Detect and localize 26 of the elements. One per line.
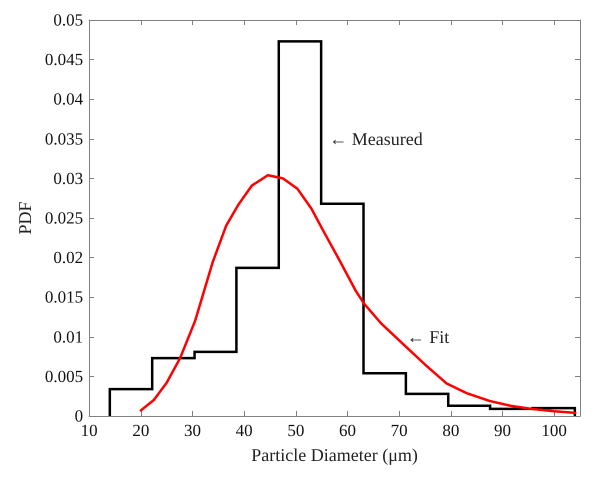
x-tick-label: 100 xyxy=(541,421,567,440)
y-tick-label: 0.01 xyxy=(53,327,84,346)
y-tick-label: 0.005 xyxy=(44,366,84,386)
y-tick-label: 0.035 xyxy=(44,129,84,148)
y-axis-title: PDF xyxy=(15,201,35,235)
y-tick-label: 0.02 xyxy=(53,248,84,268)
x-tick-label: 20 xyxy=(132,421,150,440)
x-tick-label: 90 xyxy=(494,421,511,440)
y-tick-label: 0.015 xyxy=(44,288,84,307)
x-axis-title: Particle Diameter (μm) xyxy=(251,445,418,465)
y-tick-label: 0.03 xyxy=(53,168,84,188)
x-tick-label: 10 xyxy=(80,421,98,440)
x-tick-label: 40 xyxy=(236,421,253,440)
annotation: ← Fit xyxy=(406,326,450,347)
x-tick-label: 30 xyxy=(184,421,201,440)
y-tick-label: 0.045 xyxy=(44,50,84,70)
y-tick-label: 0.04 xyxy=(53,90,84,109)
y-tick-label: 0 xyxy=(74,406,84,426)
x-tick-label: 50 xyxy=(287,421,304,440)
annotation: ← Measured xyxy=(329,128,423,149)
x-tick-label: 60 xyxy=(338,421,356,440)
x-tick-label: 70 xyxy=(390,421,408,440)
y-tick-label: 0.05 xyxy=(53,10,84,30)
x-tick-label: 80 xyxy=(442,421,460,440)
y-tick-label: 0.025 xyxy=(44,208,84,228)
line-series xyxy=(140,174,577,414)
